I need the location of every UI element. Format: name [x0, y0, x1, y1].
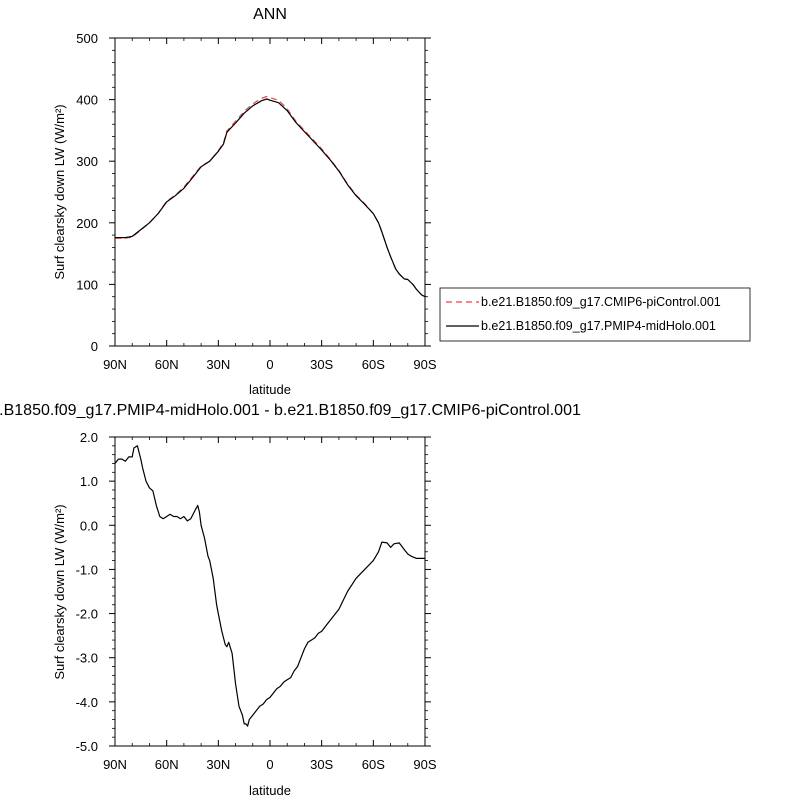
top-x-tick-label: 90S — [413, 357, 436, 372]
top-y-tick-label: 300 — [76, 154, 98, 169]
bottom-x-tick-label: 60S — [362, 757, 385, 772]
top-chart-title: ANN — [253, 6, 287, 23]
bottom-x-tick-label: 90N — [103, 757, 127, 772]
legend-box — [439, 287, 751, 342]
top-y-tick-label: 0 — [91, 339, 98, 354]
legend-label-midholo: b.e21.B1850.f09_g17.PMIP4-midHolo.001 — [481, 319, 716, 333]
bottom-x-tick-label: 30N — [206, 757, 230, 772]
top-panel: ANN 90N 60N 30N 0 30S 60S 90S 0 100 200 300 400 500… — [52, 6, 437, 397]
bottom-y-tick-label: -4.0 — [76, 695, 98, 710]
top-x-axis-title: latitude — [249, 382, 291, 397]
bottom-y-tick-label: -2.0 — [76, 607, 98, 622]
bottom-x-tick-label: 90S — [413, 757, 436, 772]
top-x-tick-label: 30N — [206, 357, 230, 372]
top-x-tick-label: 60S — [362, 357, 385, 372]
top-series-line-midholo — [115, 98, 426, 298]
bottom-y-tick-label: -3.0 — [76, 651, 98, 666]
bottom-y-tick-label: -5.0 — [76, 739, 98, 754]
bottom-series-lines — [114, 445, 425, 727]
top-axis-ticks — [109, 37, 431, 347]
top-x-tick-label: 30S — [310, 357, 333, 372]
top-plot-frame — [114, 37, 426, 347]
bottom-x-tick-labels: 90N 60N 30N 0 30S 60S 90S — [103, 757, 437, 772]
top-series-lines — [115, 95, 426, 298]
top-y-tick-labels: 0 100 200 300 400 500 — [76, 31, 98, 354]
bottom-x-tick-label: 30S — [310, 757, 333, 772]
bottom-axis-ticks — [109, 436, 431, 747]
bottom-y-tick-label: 2.0 — [80, 430, 98, 445]
top-x-tick-label: 0 — [266, 357, 273, 372]
bottom-y-tick-labels: 2.0 1.0 0.0 -1.0 -2.0 -3.0 -4.0 -5.0 — [76, 430, 98, 754]
bottom-plot-frame — [114, 436, 426, 747]
top-y-tick-label: 500 — [76, 31, 98, 46]
top-x-tick-labels: 90N 60N 30N 0 30S 60S 90S — [103, 357, 437, 372]
top-series-line-picontrol — [115, 95, 426, 298]
top-y-tick-label: 100 — [76, 277, 98, 292]
bottom-chart-title: b.e21.B1850.f09_g17.PMIP4-midHolo.001 - … — [0, 402, 581, 419]
legend: b.e21.B1850.f09_g17.CMIP6-piControl.001 … — [439, 287, 751, 342]
bottom-x-axis-title: latitude — [249, 783, 291, 798]
top-y-tick-label: 400 — [76, 93, 98, 108]
legend-label-picontrol: b.e21.B1850.f09_g17.CMIP6-piControl.001 — [481, 295, 721, 309]
bottom-y-tick-label: -1.0 — [76, 562, 98, 577]
bottom-x-tick-label: 0 — [266, 757, 273, 772]
top-y-tick-label: 200 — [76, 216, 98, 231]
top-y-axis-title: Surf clearsky down LW (W/m²) — [52, 104, 67, 279]
bottom-x-tick-label: 60N — [155, 757, 179, 772]
bottom-y-tick-label: 1.0 — [80, 474, 98, 489]
top-x-tick-label: 90N — [103, 357, 127, 372]
top-x-tick-label: 60N — [155, 357, 179, 372]
bottom-series-line-difference — [114, 445, 425, 727]
bottom-y-tick-label: 0.0 — [80, 518, 98, 533]
bottom-y-axis-title: Surf clearsky down LW (W/m²) — [52, 504, 67, 679]
bottom-panel: b.e21.B1850.f09_g17.PMIP4-midHolo.001 - … — [0, 402, 581, 798]
